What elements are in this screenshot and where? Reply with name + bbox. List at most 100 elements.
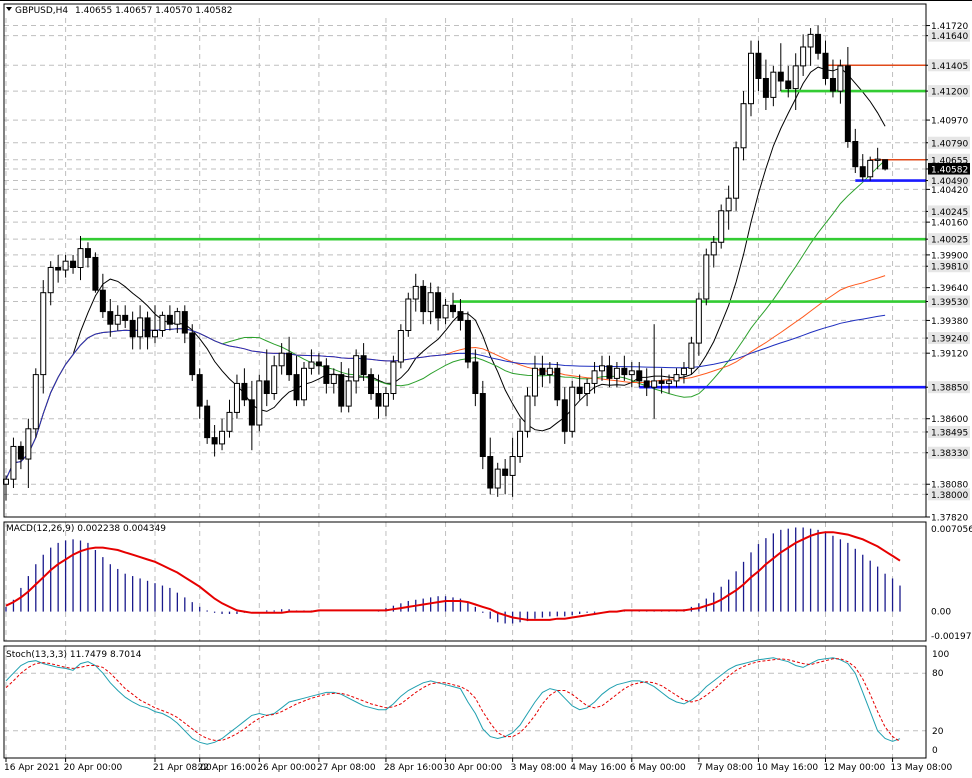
macd-axis-label: 0.007056 — [931, 525, 972, 535]
candle-body — [99, 289, 106, 313]
candle — [680, 362, 687, 384]
candle-body — [427, 292, 434, 313]
price-axis-label: 1.41405 — [931, 62, 968, 72]
price-axis-label: 1.40420 — [931, 186, 968, 196]
candle — [517, 418, 524, 463]
candle-body — [457, 311, 464, 321]
candle — [382, 387, 389, 417]
candle — [576, 374, 583, 400]
stoch-axis-label: 0 — [932, 746, 938, 756]
candle — [621, 355, 628, 381]
candle — [658, 368, 665, 394]
candle — [531, 355, 538, 407]
price-axis-label: 1.38600 — [931, 415, 968, 425]
candle — [725, 185, 732, 230]
candle — [643, 368, 650, 397]
time-axis-label: 16 Apr 2021 — [4, 763, 60, 773]
candle-body — [479, 393, 486, 458]
candle — [301, 362, 307, 407]
price-axis-label: 1.38850 — [931, 384, 968, 394]
candle — [807, 28, 814, 66]
candle — [204, 399, 211, 444]
price-axis-label: 1.40245 — [931, 208, 968, 218]
candle — [740, 91, 747, 161]
panel-frame — [3, 521, 927, 642]
price-axis-label: 1.39120 — [931, 350, 968, 360]
candle-body — [554, 367, 561, 401]
candle — [770, 65, 777, 107]
candle-body — [107, 311, 114, 325]
candle-body — [92, 256, 99, 291]
candle — [32, 368, 39, 438]
candle-body — [219, 430, 226, 445]
candle-body — [345, 380, 352, 407]
candle-body — [17, 445, 24, 460]
candle — [248, 380, 255, 451]
candle-body — [807, 33, 814, 48]
candle-body — [613, 367, 620, 379]
candle — [479, 380, 486, 470]
candle — [114, 305, 121, 331]
candle — [368, 368, 375, 400]
candle — [196, 368, 203, 419]
candle — [464, 311, 471, 369]
candle — [442, 299, 449, 325]
candle — [308, 349, 315, 375]
price-label-bg — [928, 29, 970, 42]
candle-body — [390, 361, 397, 395]
price-label-bg — [928, 174, 970, 187]
candle-body — [84, 248, 91, 258]
candle-body — [748, 52, 754, 105]
candle-body — [174, 311, 181, 325]
candle — [882, 159, 889, 171]
candle-body — [874, 158, 881, 161]
price-axis-label: 1.41720 — [931, 22, 968, 32]
candle-body — [464, 319, 471, 363]
candle — [569, 380, 576, 438]
stoch-signal-line — [5, 658, 901, 743]
candle-body — [561, 399, 568, 432]
time-axis-label: 22 Apr 16:00 — [198, 763, 257, 773]
sma-black-line — [5, 66, 886, 480]
candle — [524, 387, 531, 438]
candle-body — [256, 380, 263, 426]
current-price-label: 1.40582 — [931, 165, 968, 175]
macd-title: MACD(12,26,9) 0.002238 0.004349 — [6, 524, 166, 534]
horizontal-levels — [80, 64, 926, 389]
candle-body — [867, 159, 874, 178]
candle-body — [233, 382, 240, 413]
price-axis-label: 1.39530 — [931, 298, 968, 308]
candle — [695, 292, 702, 356]
price-axis-label: 1.39810 — [931, 263, 968, 273]
time-axis-label: 28 Apr 16:00 — [384, 763, 443, 773]
candle-body — [673, 374, 680, 382]
candle — [211, 425, 218, 457]
dropdown-triangle-icon[interactable] — [6, 7, 12, 11]
ohlc-label: 1.40655 1.40657 1.40570 1.40582 — [75, 6, 232, 16]
candle — [487, 437, 494, 495]
candle — [822, 40, 829, 85]
candle-body — [785, 80, 792, 90]
candle — [539, 355, 546, 388]
candle-body — [450, 304, 456, 313]
time-axis-label: 3 May 08:00 — [511, 763, 567, 773]
candle-body — [301, 367, 307, 401]
candle — [315, 353, 322, 375]
current-price-box — [928, 162, 970, 175]
candle — [829, 59, 836, 98]
price-label-bg — [928, 233, 970, 246]
candle — [651, 324, 658, 419]
candle — [144, 311, 151, 350]
candle — [137, 305, 144, 350]
panel-frame — [3, 3, 927, 518]
candle-body — [517, 430, 524, 458]
candle — [859, 154, 866, 181]
candle-body — [502, 468, 509, 476]
candle-body — [368, 374, 375, 395]
candle-body — [353, 355, 360, 382]
price-label-bg — [928, 295, 970, 308]
price-axis-label: 1.39640 — [931, 284, 968, 294]
candle-body — [852, 140, 859, 168]
candle-body — [666, 380, 673, 384]
